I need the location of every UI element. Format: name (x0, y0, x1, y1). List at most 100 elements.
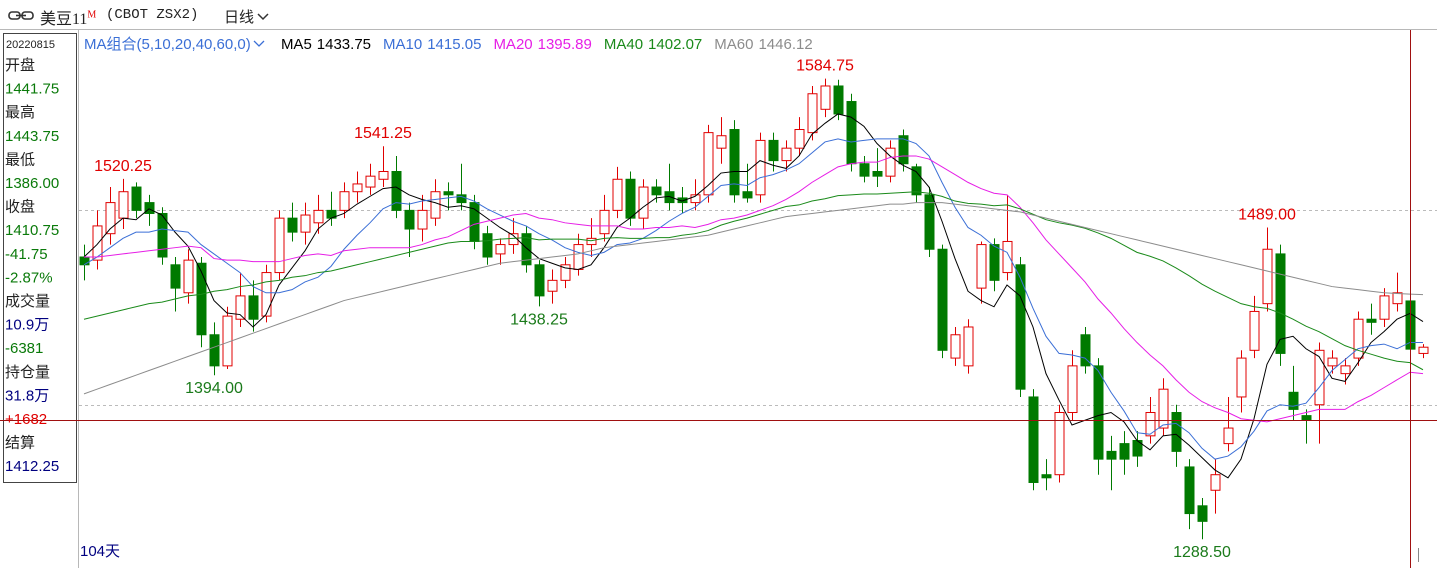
candle-body (352, 183, 363, 193)
symbol-code: (CBOT ZSX2) (106, 7, 199, 23)
candle-body (391, 170, 402, 211)
candle-body (573, 244, 584, 270)
candle-body (365, 175, 376, 188)
candle-body (1002, 240, 1013, 274)
candle-body (417, 209, 428, 230)
high-label: 1520.25 (94, 158, 152, 175)
candle-body (1288, 391, 1299, 410)
candle-body (638, 186, 649, 219)
candle-body (209, 334, 220, 367)
legend-value: 1433.75 (316, 36, 372, 53)
info-row: 最高 (5, 104, 35, 121)
legend-name: MA10 (383, 36, 423, 53)
info-box (3, 33, 77, 483)
candle-body (378, 170, 389, 180)
candle-body (781, 147, 792, 162)
candle-body (430, 191, 441, 219)
candle-body (716, 135, 727, 149)
candle-body (1366, 318, 1377, 323)
period-select[interactable]: 日线 (224, 6, 269, 27)
info-row: +1682 (5, 411, 47, 428)
legend-name: MA5 (280, 36, 312, 53)
legend-value: 1395.89 (537, 36, 592, 53)
candle-body (729, 129, 740, 196)
candle-body (586, 237, 597, 246)
candle-body (1301, 415, 1312, 421)
indicator: MA组合(5,10,20,40,60,0) (84, 36, 251, 53)
candle-body (404, 209, 415, 230)
chevron (253, 40, 265, 47)
candle-body (1067, 365, 1078, 414)
candle-body (1054, 412, 1065, 476)
ma-line (83, 138, 1424, 460)
candle-body (872, 170, 883, 177)
candle-body (170, 264, 181, 289)
candle-body (950, 334, 961, 359)
low-label: 1288.50 (1173, 544, 1231, 561)
candle-body (261, 272, 272, 317)
candle-body (742, 191, 753, 199)
contract-mark: M (87, 9, 97, 21)
candle-body (1223, 427, 1234, 445)
candle-body (482, 233, 493, 258)
legend-name: MA20 (493, 36, 533, 53)
candle-body (274, 217, 285, 274)
ma-line (84, 155, 1424, 423)
legend-value: 1415.05 (427, 36, 482, 53)
candle-body (690, 194, 701, 204)
candle-body (1236, 357, 1247, 398)
high-label: 1489.00 (1238, 206, 1296, 223)
info-row: -2.87% (5, 269, 53, 286)
candle-body (1145, 412, 1156, 437)
candle-body (1392, 292, 1403, 305)
candle-body (183, 259, 194, 294)
candle-body (534, 264, 545, 297)
candle-body (755, 139, 766, 196)
low-label: 1438.25 (510, 311, 568, 328)
candle-body (846, 101, 857, 165)
candle-body (1080, 334, 1091, 367)
candle-body (599, 209, 610, 235)
candle-body (144, 202, 155, 214)
low-label: 1394.00 (185, 380, 243, 397)
candle-body (703, 132, 714, 196)
candle-body (976, 244, 987, 289)
candle-body (313, 209, 324, 224)
info-panel: 20220815 开盘 1441.75 最高 1443.75 最低 1386.00 收盘 141… (5, 39, 59, 475)
candle-body (859, 163, 870, 177)
candle-body (1418, 346, 1429, 354)
symbol[interactable]: 美豆11M (40, 5, 96, 29)
candle-body (105, 202, 116, 235)
candle-body (833, 85, 844, 115)
legend-name: MA40 (603, 36, 644, 53)
high-label: 1584.75 (796, 58, 854, 75)
candle-body (651, 186, 662, 196)
candle-body (443, 191, 454, 196)
info-row: -41.75 (5, 246, 48, 263)
ma-line (83, 191, 1424, 371)
candle-body (911, 166, 922, 196)
candle-body (157, 212, 168, 258)
info-row: 1410.75 (5, 222, 59, 239)
info-row: 1386.00 (5, 175, 59, 192)
link-icon[interactable] (8, 9, 34, 23)
info-row: 10.9万 (5, 317, 49, 334)
candle-body (1041, 474, 1052, 479)
indicator-select[interactable]: MA组合(5,10,20,40,60,0) (84, 36, 265, 53)
candle-body (1197, 505, 1208, 522)
candle-body (1249, 310, 1260, 351)
candle-body (1314, 349, 1325, 406)
info-row: 1412.25 (5, 458, 59, 475)
legend-item: MA20 1395.89 (493, 36, 591, 53)
candle-body (898, 135, 909, 165)
legend-item: MA5 1433.75 (281, 36, 371, 53)
info-row: 开盘 (5, 56, 35, 74)
ma-line (83, 113, 1424, 479)
candle-body (508, 233, 519, 246)
candle-body (1275, 253, 1286, 354)
candle-body (92, 225, 103, 261)
candle-body (300, 214, 311, 233)
candle-body (807, 93, 818, 134)
candle-body (196, 262, 207, 336)
